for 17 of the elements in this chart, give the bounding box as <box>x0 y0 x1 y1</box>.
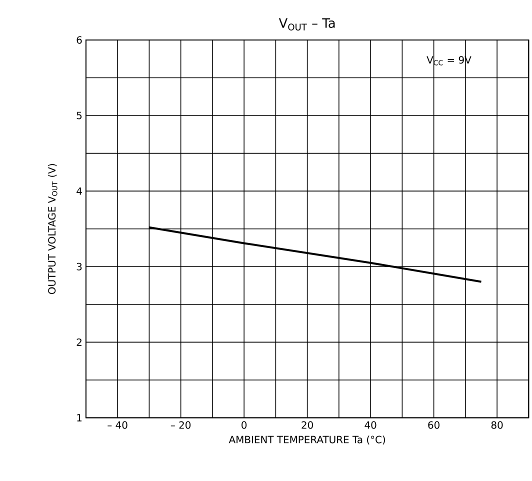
x-tick-label: 20 <box>302 421 313 429</box>
x-tick-label: 80 <box>491 421 503 429</box>
line-series <box>148 226 482 283</box>
text: – 40 <box>108 421 128 429</box>
y-tick-label: 5 <box>76 112 82 120</box>
y-tick-label: 2 <box>76 338 82 346</box>
y-tick-label: 6 <box>76 36 82 44</box>
x-tick-label: 60 <box>428 421 440 429</box>
y-tick-label: 1 <box>77 414 82 422</box>
y-axis-title: OUTPUT VOLTAGE V$_{OUT}$ (V) <box>48 164 58 294</box>
y-tick-label: 4 <box>76 188 82 195</box>
chart-title: V$_{OUT}$ – Ta <box>278 18 335 31</box>
x-axis-title: AMBIENT TEMPERATURE Ta (°C) <box>228 436 386 445</box>
x-tick-label: 40 <box>364 421 376 429</box>
text: – 20 <box>170 421 191 429</box>
y-tick-label: 3 <box>76 262 82 271</box>
x-tick-label: 0 <box>242 421 247 429</box>
